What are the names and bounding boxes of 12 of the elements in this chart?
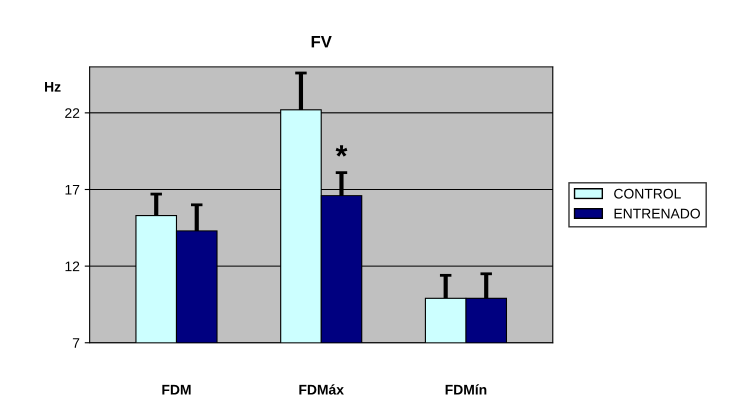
legend-label: ENTRENADO <box>614 208 700 218</box>
y-tick-label: 7 <box>72 338 80 348</box>
y-tick-label: 12 <box>66 261 80 272</box>
x-tick-label: FDMín <box>446 384 486 394</box>
x-tick-label: FDMáx <box>299 384 344 395</box>
y-tick-label: 17 <box>66 184 80 195</box>
chart-title: FV <box>312 36 332 48</box>
x-tick-label: FDM <box>162 384 191 394</box>
y-tick-label: 22 <box>65 108 80 118</box>
y-axis-title: Hz <box>45 82 61 92</box>
annotation: * <box>336 145 348 157</box>
legend-label: CONTROL <box>614 188 681 199</box>
